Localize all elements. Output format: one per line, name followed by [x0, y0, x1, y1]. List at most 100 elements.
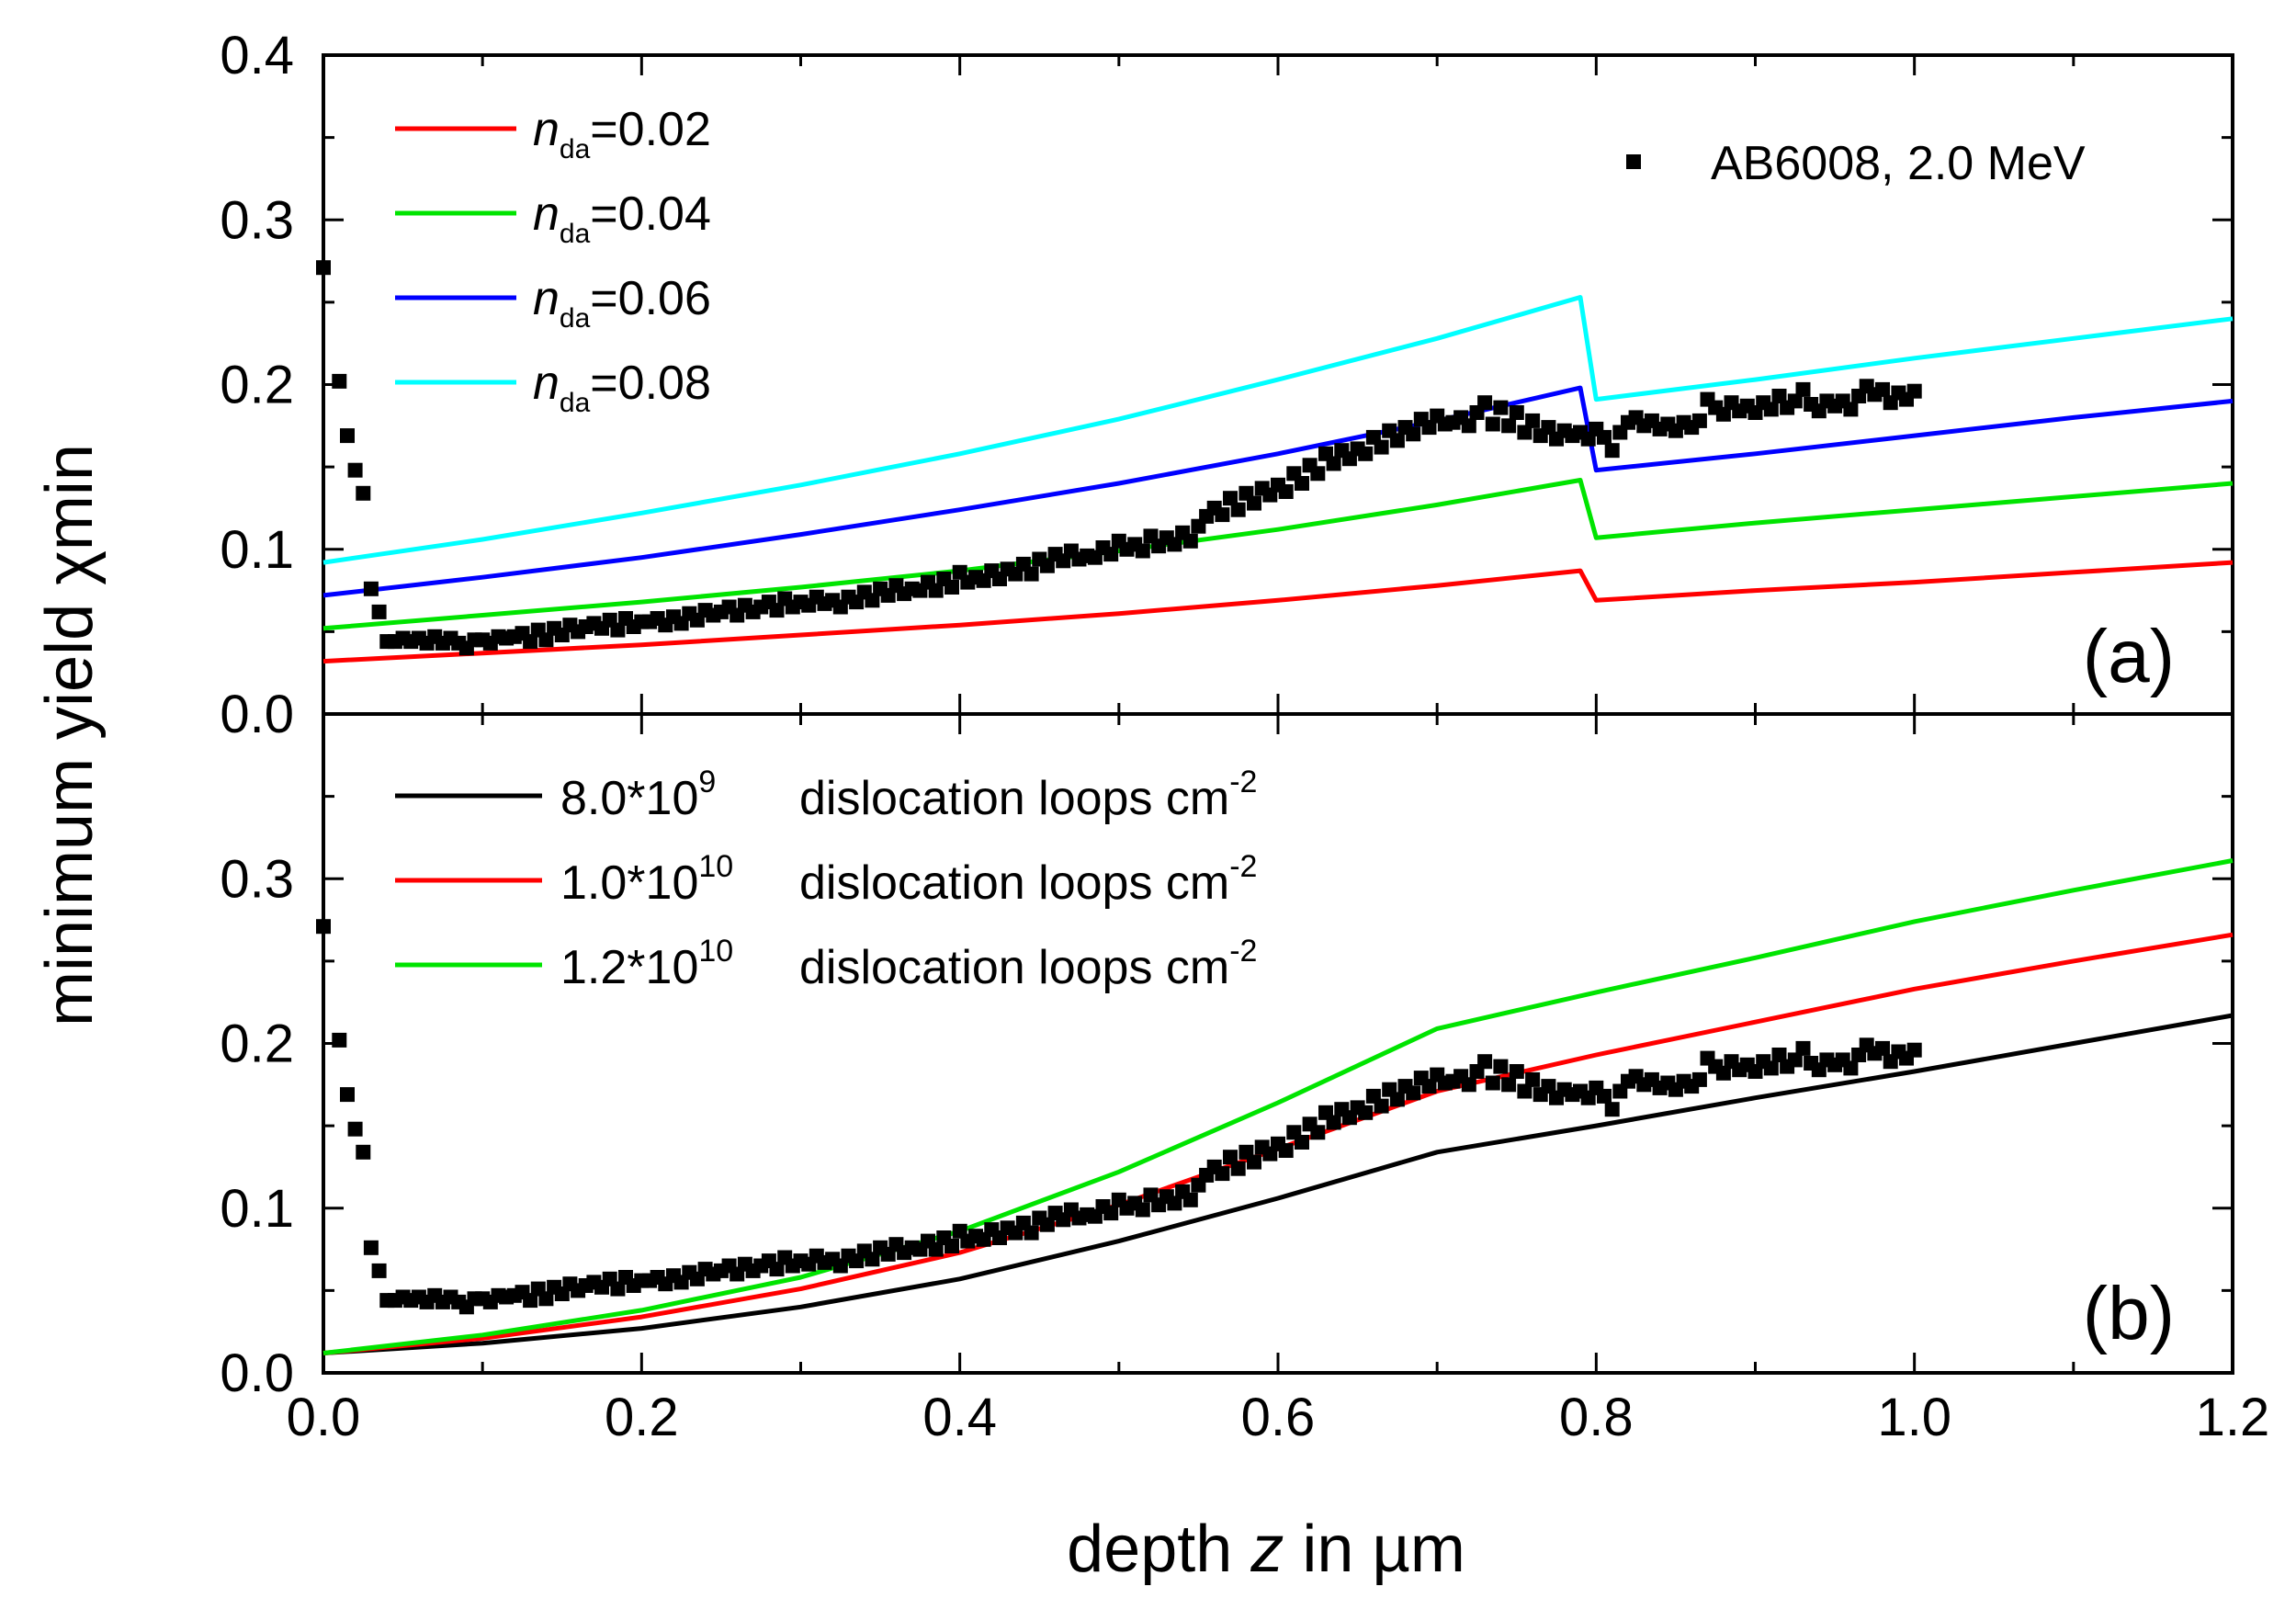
- panel-a-measurement-point: [1223, 491, 1238, 506]
- panel-b-measurement-point: [769, 1262, 785, 1277]
- panel-a-ytick-label: 0.4: [220, 26, 294, 85]
- panel-b-measurement-point: [1247, 1154, 1261, 1170]
- legend-b-label-1: 1.0*1010 dislocation loops cm-2: [560, 849, 1257, 910]
- panel-b-measurement-point: [1215, 1166, 1230, 1182]
- panel-b-measurement-point: [340, 1087, 355, 1103]
- panel-a-measurement-point: [1167, 537, 1182, 552]
- panel-a-measurement-point: [1493, 400, 1509, 415]
- panel-a-measurement-point: [523, 634, 538, 650]
- panel-b-measurement-point: [1167, 1196, 1182, 1211]
- xtick-label: 0.4: [922, 1388, 997, 1447]
- legend-b-label-2: 1.2*1010 dislocation loops cm-2: [560, 934, 1257, 994]
- panel-a-measurement-point: [356, 485, 371, 501]
- panel-b-ytick-label: 0.2: [220, 1014, 294, 1074]
- panel-b-measurement-point: [316, 919, 331, 935]
- legend-b-label-0: 8.0*109 dislocation loops cm-2: [560, 765, 1257, 825]
- panel-a-measurement-point: [1182, 533, 1198, 549]
- panel-a: 0.0 0.1 0.2 0.3 0.4 nda=0.02 nda=0.04 nda=0.06 n…: [220, 26, 2234, 744]
- panel-b-measurement-point: [1326, 1115, 1341, 1130]
- x-axis: 0.0 0.2 0.4 0.6 0.8 1.0 1.2: [287, 1388, 2270, 1447]
- panel-b-measurement-point: [1230, 1161, 1246, 1176]
- panel-a-measurement-point: [1715, 406, 1731, 422]
- panel-a-measurement-point: [1875, 381, 1890, 397]
- panel-b-measurement-point: [1310, 1125, 1326, 1140]
- panel-a-series-2-line: [322, 385, 2234, 598]
- panel-b-measurement-point: [1795, 1040, 1811, 1056]
- panel-a-measurement-point: [1278, 484, 1294, 499]
- panel-b-measurement-point: [1358, 1105, 1374, 1120]
- panel-a-measurement-point: [1215, 507, 1230, 523]
- panel-b-measurement-point: [1406, 1085, 1421, 1101]
- panel-a-measurement-point: [1461, 418, 1476, 434]
- panel-a-measurement-point: [316, 260, 331, 276]
- panel-a-measurement-point: [1541, 420, 1556, 436]
- panel-b-measurement-point: [1604, 1102, 1620, 1117]
- panel-a-measurement-point: [1787, 393, 1803, 409]
- panel-a-measurement-point: [1421, 420, 1437, 436]
- panel-b-measurement-point: [1691, 1071, 1707, 1087]
- panel-a-measurement-point: [1024, 566, 1039, 582]
- panel-b-series-0-line: [322, 1013, 2234, 1355]
- panel-b-series-2-line: [322, 858, 2234, 1355]
- panel-b-measurement-point: [1843, 1060, 1859, 1076]
- xtick-label: 0.2: [605, 1388, 679, 1447]
- panel-b-measurement-point: [1024, 1225, 1039, 1241]
- panel-a-measurement-point: [1525, 413, 1541, 428]
- panel-b-measurement-point: [1103, 1206, 1119, 1221]
- panel-a-measurement-point: [1358, 446, 1374, 461]
- legend-measurement: AB6008, 2.0 MeV: [1626, 137, 2086, 190]
- xtick-label: 0.6: [1241, 1388, 1316, 1447]
- legend-measurement-marker: [1626, 154, 1641, 169]
- panel-b-measurement-point: [1182, 1192, 1198, 1207]
- panel-b-measurement-point: [1501, 1077, 1517, 1093]
- panel-b-measurement-point: [1715, 1065, 1731, 1081]
- panel-b-measurement-point: [1374, 1098, 1389, 1114]
- panel-b-measurement-point: [1787, 1052, 1803, 1068]
- panel-b-measurement-point: [928, 1241, 944, 1257]
- panel-b-measurement-point: [1906, 1042, 1922, 1058]
- panel-b-measurement-point: [1223, 1150, 1238, 1165]
- panel-b-measurement-point: [1509, 1064, 1524, 1079]
- panel-b-measurement-point: [944, 1239, 959, 1253]
- panel-a-measurement-point: [928, 583, 944, 598]
- panel-b-ytick-label: 0.0: [220, 1343, 294, 1403]
- panel-b-measurement-point: [1771, 1048, 1787, 1062]
- y-axis-title: minimum yield χmin: [33, 444, 107, 1026]
- legend-a-label-1: nda=0.04: [533, 187, 711, 249]
- panel-b-measurement-point: [1875, 1040, 1890, 1056]
- panel-b-measurement-point: [347, 1121, 363, 1137]
- panel-b-measurement-point: [371, 1263, 387, 1278]
- panel-a-measurement-point: [1597, 429, 1612, 445]
- panel-a-measurement-point: [1326, 456, 1341, 471]
- panel-a-measurement-point: [1843, 402, 1859, 417]
- panel-a-measurement-point: [347, 462, 363, 478]
- panel-a-measurement-point: [769, 603, 785, 618]
- panel-a-measurement-point: [1310, 466, 1326, 482]
- x-axis-title-post: in µm: [1284, 1513, 1465, 1586]
- panel-a-measurement-point: [1389, 433, 1405, 448]
- panel-a-measurement-point: [1485, 416, 1500, 432]
- panel-a-series-1-line: [322, 478, 2234, 631]
- panel-b-ytick-label: 0.1: [220, 1179, 294, 1239]
- panel-a-measurement-point: [1230, 502, 1246, 517]
- panel-b-measurement-point: [356, 1144, 371, 1160]
- panel-b-ytick-label: 0.3: [220, 849, 294, 909]
- panel-a-measurement-point: [363, 581, 379, 596]
- panel-b-measurement-point: [610, 1281, 626, 1297]
- panel-a-ytick-label: 0.1: [220, 520, 294, 580]
- panel-a-measurement-point: [1517, 425, 1533, 440]
- panel-a-measurement-point: [538, 632, 554, 648]
- legend-a-label-0: nda=0.02: [533, 103, 711, 164]
- panel-a-series-3-line: [322, 295, 2234, 565]
- panel-a-measurement-point: [1509, 405, 1524, 420]
- panel-b-measurement-point: [1135, 1202, 1150, 1218]
- panel-a-measurement-point: [1771, 389, 1787, 403]
- panel-a-measurement-point: [865, 593, 880, 608]
- panel-b-measurement-point: [1477, 1054, 1493, 1070]
- panel-b-measurement-point: [1278, 1143, 1294, 1158]
- panel-a-ytick-label: 0.2: [220, 356, 294, 415]
- panel-b-measurement-point: [1039, 1217, 1055, 1232]
- panel-a-measurement-point: [1691, 413, 1707, 428]
- panel-a-measurement-point: [332, 373, 347, 389]
